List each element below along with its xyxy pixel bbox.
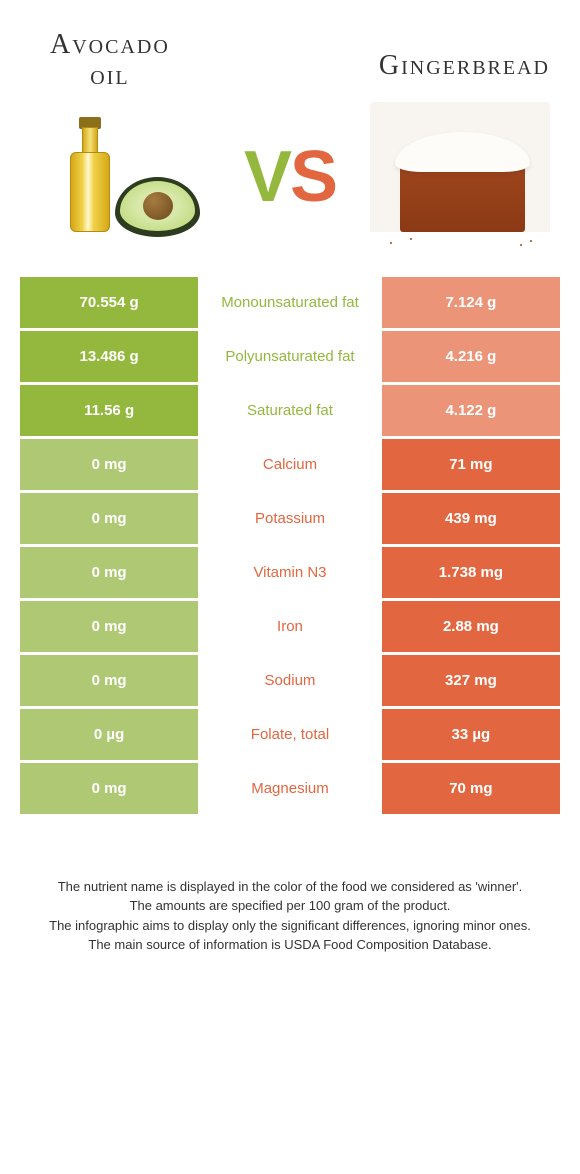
table-row: 0 mgCalcium71 mg [20, 439, 560, 493]
vs-s: S [290, 137, 336, 217]
left-value-cell: 0 mg [20, 763, 198, 817]
table-row: 0 mgMagnesium70 mg [20, 763, 560, 817]
nutrient-name-cell: Potassium [198, 493, 382, 547]
nutrient-name-cell: Iron [198, 601, 382, 655]
left-value-cell: 0 mg [20, 547, 198, 601]
nutrient-name-cell: Sodium [198, 655, 382, 709]
footer-line-2: The amounts are specified per 100 gram o… [30, 896, 550, 916]
nutrition-comparison-table: 70.554 gMonounsaturated fat7.124 g13.486… [20, 277, 560, 817]
left-value-cell: 0 mg [20, 493, 198, 547]
nutrient-name-cell: Vitamin N3 [198, 547, 382, 601]
left-value-cell: 11.56 g [20, 385, 198, 439]
left-value-cell: 0 mg [20, 601, 198, 655]
gingerbread-cake-icon [370, 102, 550, 252]
images-row: VS [20, 102, 560, 252]
right-food-title: Gingerbread [379, 30, 560, 82]
right-value-cell: 4.122 g [382, 385, 560, 439]
table-row: 0 mgSodium327 mg [20, 655, 560, 709]
table-row: 70.554 gMonounsaturated fat7.124 g [20, 277, 560, 331]
footer-line-1: The nutrient name is displayed in the co… [30, 877, 550, 897]
infographic-container: Avocado oil Gingerbread VS [0, 0, 580, 975]
vs-v: V [244, 137, 290, 217]
left-value-cell: 0 µg [20, 709, 198, 763]
footer-line-3: The infographic aims to display only the… [30, 916, 550, 936]
table-row: 13.486 gPolyunsaturated fat4.216 g [20, 331, 560, 385]
table-row: 0 mgIron2.88 mg [20, 601, 560, 655]
right-value-cell: 33 µg [382, 709, 560, 763]
right-value-cell: 7.124 g [382, 277, 560, 331]
nutrient-name-cell: Saturated fat [198, 385, 382, 439]
table-row: 11.56 gSaturated fat4.122 g [20, 385, 560, 439]
footer-line-4: The main source of information is USDA F… [30, 935, 550, 955]
nutrient-name-cell: Polyunsaturated fat [198, 331, 382, 385]
left-value-cell: 13.486 g [20, 331, 198, 385]
header-row: Avocado oil Gingerbread [20, 30, 560, 92]
footer-notes: The nutrient name is displayed in the co… [20, 877, 560, 955]
avocado-oil-image [30, 102, 210, 252]
right-value-cell: 71 mg [382, 439, 560, 493]
right-value-cell: 1.738 mg [382, 547, 560, 601]
left-value-cell: 0 mg [20, 439, 198, 493]
table-row: 0 mgPotassium439 mg [20, 493, 560, 547]
left-value-cell: 70.554 g [20, 277, 198, 331]
left-value-cell: 0 mg [20, 655, 198, 709]
left-title-line2: oil [90, 60, 129, 91]
vs-label: VS [244, 136, 336, 218]
table-row: 0 mgVitamin N31.738 mg [20, 547, 560, 601]
left-title-line1: Avocado [50, 29, 170, 60]
nutrient-name-cell: Monounsaturated fat [198, 277, 382, 331]
gingerbread-image [370, 102, 550, 252]
right-value-cell: 4.216 g [382, 331, 560, 385]
right-value-cell: 327 mg [382, 655, 560, 709]
right-value-cell: 70 mg [382, 763, 560, 817]
table-row: 0 µgFolate, total33 µg [20, 709, 560, 763]
right-value-cell: 2.88 mg [382, 601, 560, 655]
oil-bottle-icon [30, 102, 210, 252]
right-value-cell: 439 mg [382, 493, 560, 547]
nutrient-name-cell: Calcium [198, 439, 382, 493]
nutrient-name-cell: Folate, total [198, 709, 382, 763]
nutrient-name-cell: Magnesium [198, 763, 382, 817]
left-food-title: Avocado oil [20, 30, 170, 92]
